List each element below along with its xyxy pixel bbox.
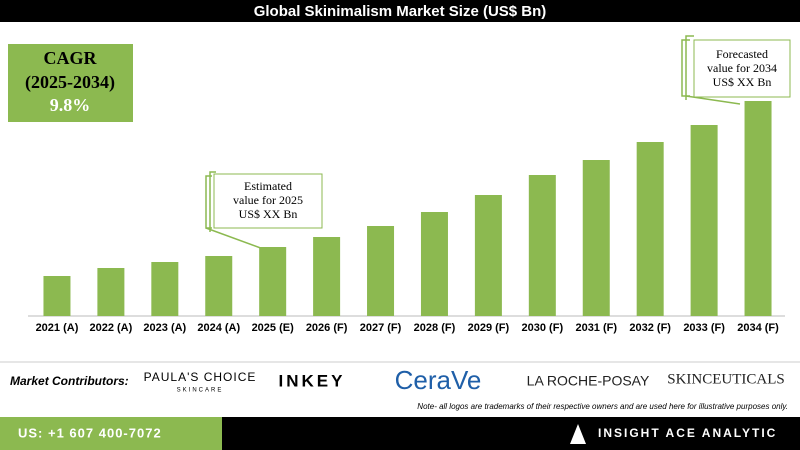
x-tick-label: 2025 (E) — [252, 322, 295, 334]
logo: SKINCARE — [177, 388, 224, 394]
contributors-label: Market Contributors: — [10, 374, 129, 388]
bar — [367, 226, 395, 316]
annotation: US$ XX Bn — [713, 75, 772, 89]
footer-phone: US: +1 607 400-7072 — [18, 425, 162, 440]
x-tick-label: 2031 (F) — [575, 322, 617, 334]
x-tick-label: 2030 (F) — [522, 322, 564, 334]
callout-box — [213, 173, 323, 229]
logo: LA ROCHE-POSAY — [527, 373, 650, 389]
bar — [582, 160, 610, 316]
cagr-value: 9.8% — [50, 95, 91, 115]
bar — [151, 262, 179, 316]
bar — [528, 175, 556, 316]
x-tick-label: 2034 (F) — [737, 322, 779, 334]
cagr-period: (2025-2034) — [25, 72, 115, 93]
x-tick-label: 2028 (F) — [414, 322, 456, 334]
bar — [420, 212, 448, 316]
annotation: value for 2025 — [233, 193, 303, 207]
bar — [474, 195, 502, 316]
x-tick-label: 2022 (A) — [89, 322, 132, 334]
bar — [205, 256, 233, 316]
x-tick-label: 2026 (F) — [306, 322, 348, 334]
footer-phone-bg — [0, 417, 222, 450]
x-tick-label: 2023 (A) — [143, 322, 186, 334]
bar — [690, 125, 718, 316]
annotation: Estimated — [244, 179, 292, 193]
title-bar — [0, 0, 800, 22]
bar — [744, 101, 772, 316]
footer-brand: INSIGHT ACE ANALYTIC — [598, 426, 777, 440]
x-tick-label: 2021 (A) — [36, 322, 79, 334]
logo: CeraVe — [395, 365, 482, 395]
bar — [313, 237, 341, 316]
x-tick-label: 2029 (F) — [468, 322, 510, 334]
bar — [97, 268, 125, 316]
bar — [636, 142, 664, 316]
x-tick-label: 2024 (A) — [197, 322, 240, 334]
callout-box — [693, 39, 791, 98]
annotation: value for 2034 — [707, 61, 777, 75]
x-tick-label: 2032 (F) — [629, 322, 671, 334]
note: Note- all logos are trademarks of their … — [417, 402, 788, 411]
annotation: US$ XX Bn — [239, 207, 298, 221]
annotation: Forecasted — [716, 47, 768, 61]
x-tick-label: 2033 (F) — [683, 322, 725, 334]
bar — [43, 276, 71, 316]
cagr-label: CAGR — [44, 48, 98, 68]
logo: PAULA'S CHOICE — [144, 370, 257, 384]
cagr-box — [8, 44, 133, 122]
brand-icon — [570, 424, 586, 444]
chart-title: Global Skinimalism Market Size (US$ Bn) — [254, 3, 547, 20]
logo: INKEY — [279, 371, 346, 390]
bar — [259, 247, 287, 316]
logo: SKINCEUTICALS — [667, 371, 785, 387]
x-tick-label: 2027 (F) — [360, 322, 402, 334]
